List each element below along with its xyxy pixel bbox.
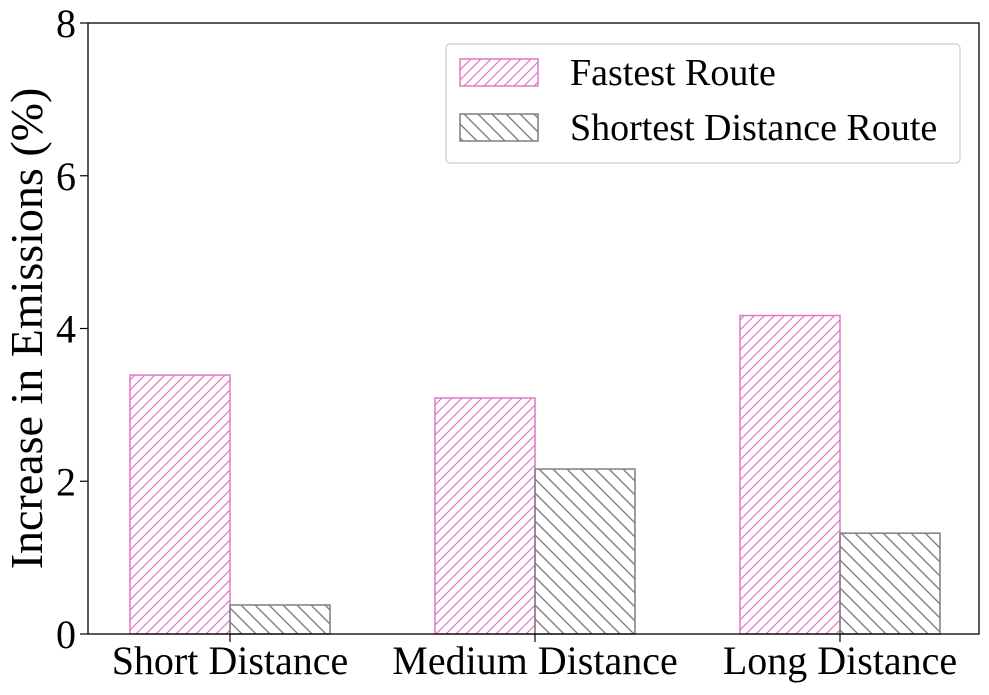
bars-layer: [129, 314, 941, 635]
y-tick-label: 0: [56, 612, 76, 657]
legend-label: Fastest Route: [570, 52, 776, 94]
x-tick-label: Long Distance: [723, 638, 957, 683]
y-tick-label: 2: [56, 459, 76, 504]
bar-shortest-3: [839, 532, 941, 635]
plot-frame: [87, 22, 980, 635]
y-axis-label: Increase in Emissions (%): [1, 88, 52, 570]
bar-fastest-3: [739, 314, 841, 635]
legend-box: [445, 43, 961, 164]
bar-shortest-2: [534, 468, 636, 635]
y-tick-label: 6: [56, 154, 76, 199]
legend[interactable]: Fastest Route Shortest Distance Route: [445, 43, 961, 164]
bar-shortest-1: [229, 604, 331, 635]
bar-fastest-1: [129, 374, 231, 635]
legend-items: Fastest Route Shortest Distance Route: [459, 52, 937, 149]
x-axis: Short Distance Medium Distance Long Distan…: [112, 634, 957, 683]
legend-label: Shortest Distance Route: [570, 107, 937, 149]
legend-swatch: [459, 58, 539, 87]
y-axis: 0 2 4 6 8: [56, 1, 88, 657]
x-tick-label: Short Distance: [112, 638, 349, 683]
bar-fastest-2: [434, 397, 536, 635]
legend-swatch: [459, 113, 539, 142]
x-tick-label: Medium Distance: [392, 638, 678, 683]
y-tick-label: 8: [56, 1, 76, 46]
y-tick-label: 4: [56, 307, 76, 352]
